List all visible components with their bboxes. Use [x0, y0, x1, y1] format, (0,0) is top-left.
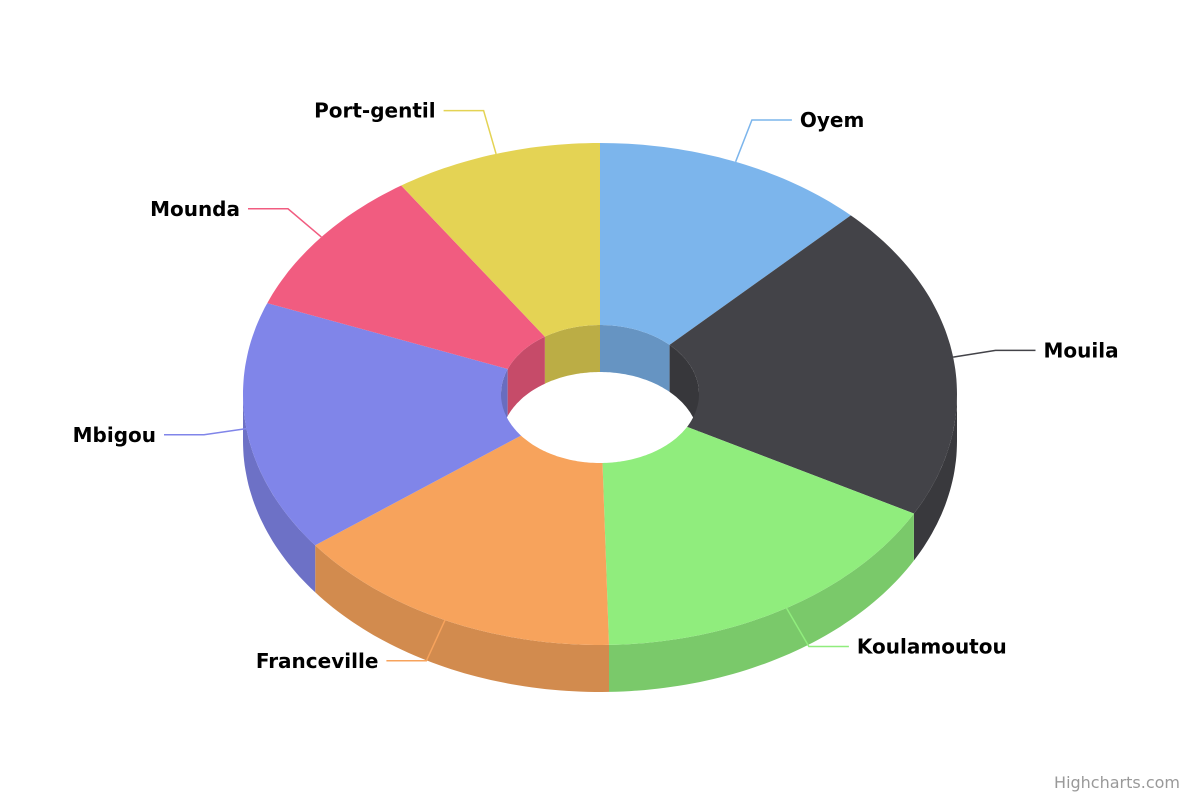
slice-mounda[interactable]	[267, 185, 545, 370]
label-franceville: Franceville	[256, 649, 379, 673]
slice-side-franceville	[315, 545, 609, 692]
connector-port-gentil	[443, 109, 497, 155]
slice-franceville[interactable]	[315, 435, 609, 645]
label-mbigou: Mbigou	[73, 423, 156, 447]
label-mouila: Mouila	[1044, 338, 1119, 362]
connector-mbigou	[164, 427, 247, 436]
slice-labels: Oyem Mouila Koulamoutou Franceville Mbigou Mo…	[73, 99, 1119, 673]
label-port-gentil: Port-gentil	[314, 99, 436, 123]
slice-side-mouila	[913, 394, 957, 561]
slice-mouila[interactable]	[669, 215, 957, 514]
slice-tops	[243, 143, 957, 645]
slice-mbigou[interactable]	[243, 303, 521, 546]
slice-side-koulamoutou	[609, 513, 914, 692]
label-mounda: Mounda	[150, 197, 240, 221]
inner-walls	[501, 325, 699, 441]
label-connectors	[164, 109, 1036, 662]
slice-inner-oyem-0	[600, 325, 670, 392]
connector-franceville	[386, 619, 446, 662]
connector-mounda	[248, 208, 322, 238]
connector-oyem	[734, 119, 792, 163]
connector-mouila	[952, 349, 1036, 358]
credits-link[interactable]: Highcharts.com	[1054, 773, 1180, 792]
connector-koulamoutou	[785, 607, 849, 648]
slice-inner-mounda-1	[507, 336, 545, 416]
label-koulamoutou: Koulamoutou	[857, 635, 1007, 659]
label-oyem: Oyem	[800, 108, 864, 132]
slice-inner-port-gentil-1	[544, 325, 600, 384]
slice-port-gentil[interactable]	[401, 143, 600, 337]
slice-oyem[interactable]	[600, 143, 851, 345]
slice-koulamoutou[interactable]	[602, 426, 914, 645]
slice-inner-mouila-0	[669, 344, 699, 441]
slice-sides	[243, 394, 957, 692]
slice-side-mbigou	[243, 394, 316, 593]
